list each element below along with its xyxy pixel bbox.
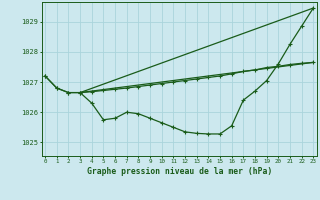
X-axis label: Graphe pression niveau de la mer (hPa): Graphe pression niveau de la mer (hPa) (87, 167, 272, 176)
